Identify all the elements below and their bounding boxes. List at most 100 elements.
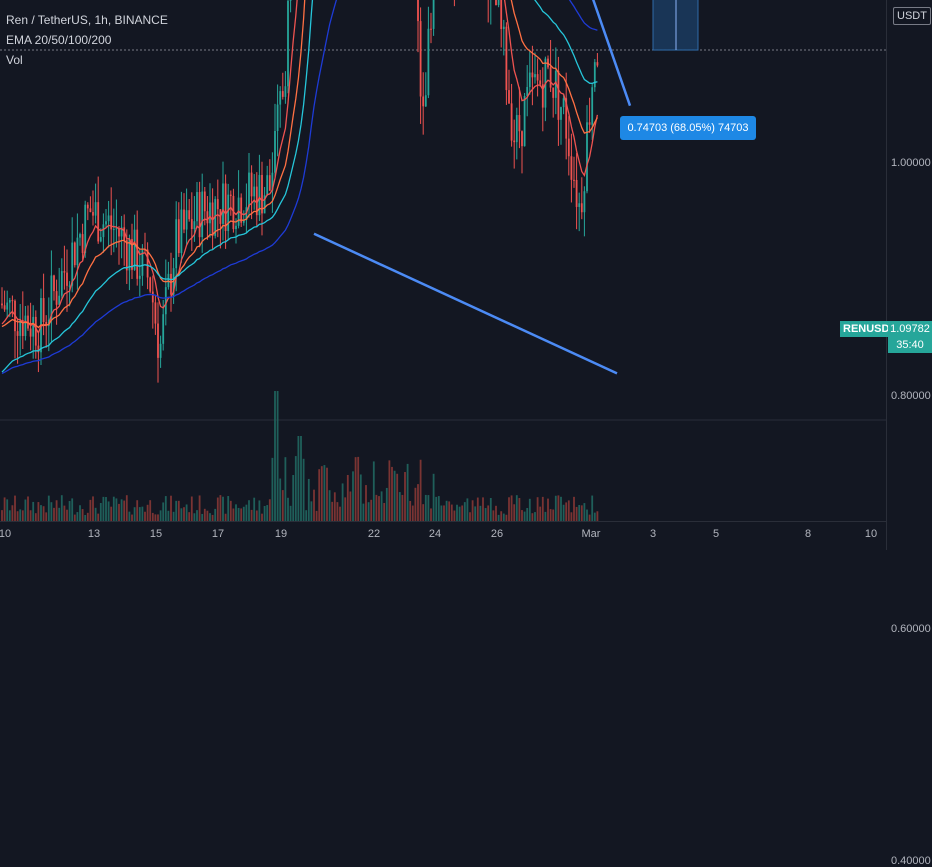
candle-body xyxy=(133,229,136,270)
drawings xyxy=(313,0,699,375)
candle-body xyxy=(430,28,432,30)
volume-bar xyxy=(248,500,250,521)
volume-bar xyxy=(149,500,152,521)
candle-body xyxy=(583,191,586,213)
volume-bar xyxy=(125,495,128,521)
volume-bar xyxy=(34,513,37,521)
volume-bar xyxy=(539,506,542,521)
volume-bar xyxy=(235,504,237,521)
volume-bar xyxy=(547,498,549,521)
candle-body xyxy=(164,287,167,315)
currency-label[interactable]: USDT xyxy=(893,7,931,25)
volume-bar xyxy=(331,501,334,521)
candle-body xyxy=(32,316,35,337)
volume-bar xyxy=(536,497,539,521)
volume-bar xyxy=(222,496,224,521)
volume-bar xyxy=(469,512,471,521)
volume-bar xyxy=(276,391,279,521)
volume-bar xyxy=(198,495,201,521)
volume-bar xyxy=(123,500,126,521)
volume-bar xyxy=(237,507,240,521)
bar-countdown: 35:40 xyxy=(896,339,924,351)
candle-body xyxy=(125,240,128,271)
candle-body xyxy=(73,242,76,266)
volume-bar xyxy=(458,506,461,521)
grid xyxy=(0,49,886,421)
volume-bar xyxy=(570,512,573,521)
volume-bar xyxy=(89,499,92,521)
volume-bar xyxy=(354,457,357,521)
candle-body xyxy=(250,172,253,197)
volume-bar xyxy=(27,496,29,521)
candle-body xyxy=(151,291,154,303)
candle-body xyxy=(276,104,279,131)
volume-bar xyxy=(154,514,157,521)
volume-bar xyxy=(328,490,331,521)
candle-body xyxy=(271,172,274,191)
volume-bar xyxy=(367,502,370,521)
last-price-value: 1.09782 xyxy=(890,323,930,335)
time-tick-label: 24 xyxy=(428,528,442,540)
volume-bar xyxy=(440,505,443,521)
candle-body xyxy=(565,98,568,139)
time-tick-label: 5 xyxy=(712,528,720,540)
candle-body xyxy=(157,323,159,358)
volume-bar xyxy=(11,505,14,521)
candle-body xyxy=(120,227,123,237)
volume-bar xyxy=(479,505,482,521)
volume-bar xyxy=(341,483,344,521)
volume-bar xyxy=(99,502,102,521)
candle-body xyxy=(94,202,97,216)
volume-bar xyxy=(47,495,50,521)
volume-bar xyxy=(146,504,149,521)
candle-body xyxy=(177,219,180,254)
price-axis[interactable] xyxy=(886,0,932,550)
volume-bar xyxy=(313,489,315,521)
volume-bar xyxy=(544,511,547,521)
volume-bar xyxy=(292,475,295,521)
volume-indicator-label[interactable]: Vol xyxy=(6,53,23,67)
volume-bar xyxy=(456,504,458,521)
candle-body xyxy=(3,305,6,310)
volume-bar xyxy=(50,502,53,521)
volume-bar xyxy=(422,504,425,521)
volume-bar xyxy=(131,514,133,521)
volume-bar xyxy=(487,505,490,521)
volume-bar xyxy=(362,503,365,521)
chart-canvas[interactable] xyxy=(0,0,932,550)
volume-bar xyxy=(66,509,68,521)
ema-indicator-label[interactable]: EMA 20/50/100/200 xyxy=(6,33,112,47)
candle-body xyxy=(201,191,204,238)
price-range-label[interactable]: 0.74703 (68.05%) 74703 xyxy=(620,116,756,140)
volume-bar xyxy=(37,502,40,521)
volume-bar xyxy=(388,460,391,521)
candle-body xyxy=(521,131,523,147)
candle-body xyxy=(505,26,508,91)
candle-body xyxy=(596,62,599,66)
candle-body xyxy=(185,210,188,230)
volume-bar xyxy=(120,499,123,521)
volume-bar xyxy=(227,496,230,521)
volume-bar xyxy=(359,474,362,521)
volume-bar xyxy=(586,509,588,521)
volume-bar xyxy=(63,505,66,521)
volume-bar xyxy=(528,498,531,521)
volume-bar xyxy=(29,510,32,521)
time-axis[interactable] xyxy=(0,521,886,551)
candle-body xyxy=(554,71,557,98)
volume-bar xyxy=(164,496,167,521)
volume-bar xyxy=(180,508,183,521)
volume-bar xyxy=(443,505,445,521)
volume-bar xyxy=(266,505,269,521)
candle-body xyxy=(591,87,594,125)
volume-bar xyxy=(32,501,35,521)
volume-bar xyxy=(58,507,61,521)
candle-body xyxy=(214,199,217,236)
volume-bar xyxy=(318,469,321,521)
volume-bar xyxy=(349,491,352,521)
volume-bar xyxy=(461,505,464,521)
time-tick-label: 10 xyxy=(864,528,878,540)
volume-bar xyxy=(450,504,453,521)
volume-bar xyxy=(401,494,404,521)
volume-bar xyxy=(417,484,419,521)
